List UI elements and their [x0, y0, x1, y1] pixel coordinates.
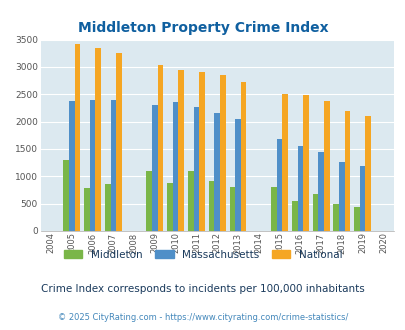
Bar [220, 75, 225, 231]
Bar [178, 70, 183, 231]
Bar [359, 166, 364, 231]
Bar [173, 102, 178, 231]
Bar [199, 72, 205, 231]
Bar [167, 183, 173, 231]
Bar [323, 101, 329, 231]
Bar [146, 171, 152, 231]
Bar [75, 44, 80, 231]
Bar [193, 107, 199, 231]
Bar [234, 119, 240, 231]
Bar [364, 115, 370, 231]
Bar [104, 184, 110, 231]
Bar [354, 208, 359, 231]
Text: © 2025 CityRating.com - https://www.cityrating.com/crime-statistics/: © 2025 CityRating.com - https://www.city… [58, 313, 347, 322]
Bar [95, 49, 101, 231]
Bar [281, 94, 287, 231]
Bar [208, 181, 214, 231]
Bar [229, 187, 234, 231]
Bar [116, 53, 121, 231]
Bar [338, 162, 344, 231]
Bar [303, 95, 308, 231]
Bar [291, 201, 297, 231]
Legend: Middleton, Massachusetts, National: Middleton, Massachusetts, National [59, 246, 346, 264]
Bar [297, 146, 303, 231]
Bar [157, 65, 163, 231]
Bar [214, 113, 220, 231]
Bar [318, 152, 323, 231]
Bar [152, 105, 157, 231]
Bar [110, 100, 116, 231]
Bar [333, 204, 338, 231]
Bar [84, 188, 90, 231]
Bar [188, 171, 193, 231]
Bar [271, 187, 276, 231]
Text: Middleton Property Crime Index: Middleton Property Crime Index [77, 21, 328, 35]
Bar [344, 111, 350, 231]
Bar [240, 82, 246, 231]
Bar [312, 194, 318, 231]
Bar [276, 139, 281, 231]
Bar [69, 101, 75, 231]
Text: Crime Index corresponds to incidents per 100,000 inhabitants: Crime Index corresponds to incidents per… [41, 284, 364, 294]
Bar [63, 160, 69, 231]
Bar [90, 100, 95, 231]
